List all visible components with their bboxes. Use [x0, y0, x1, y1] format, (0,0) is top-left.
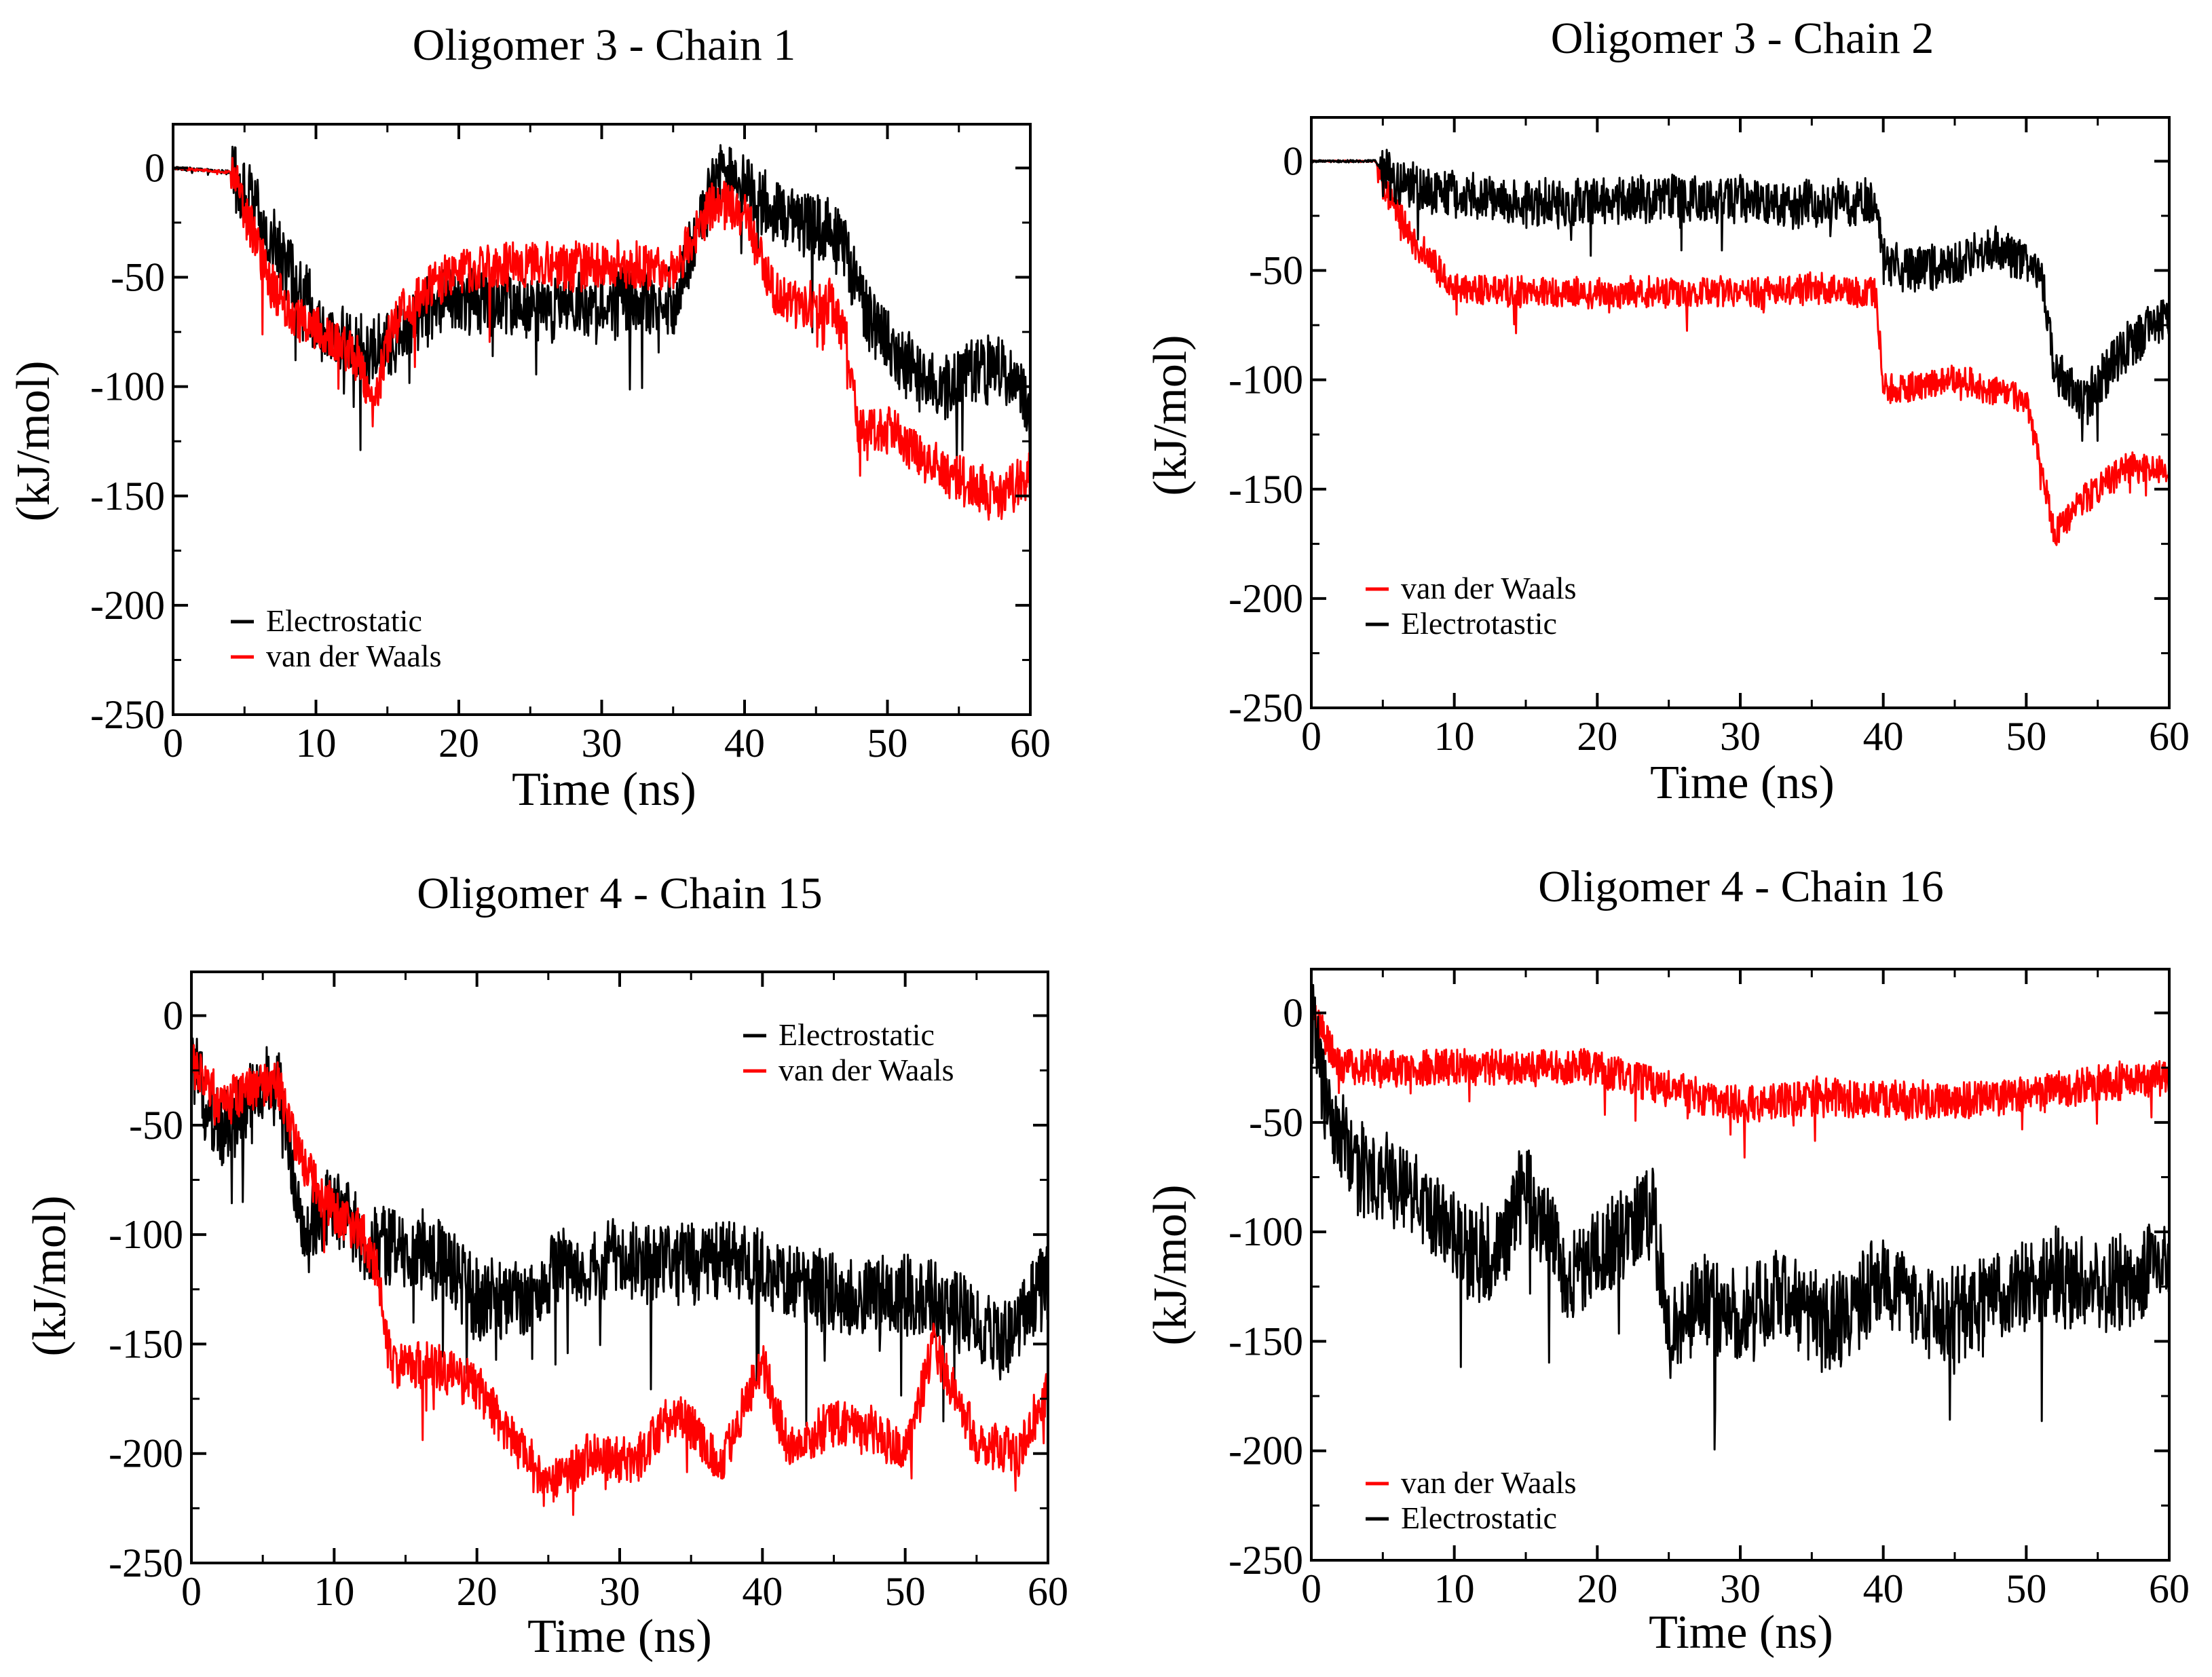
- y-tick-label: 0: [1283, 138, 1303, 183]
- x-axis-label: Time (ns): [1649, 1606, 1833, 1659]
- y-tick-label: -150: [109, 1321, 183, 1366]
- y-tick-label: -100: [1229, 358, 1303, 402]
- y-axis-label: (kJ/mol): [1144, 1184, 1197, 1345]
- x-tick-label: 50: [867, 721, 908, 766]
- x-axis-label: Time (ns): [1650, 757, 1835, 809]
- chart-title: Oligomer 4 - Chain 16: [1538, 862, 1944, 911]
- legend-label: Electrotastic: [1401, 606, 1557, 641]
- x-tick-label: 20: [438, 721, 479, 766]
- series-line-electrostatic: [191, 1036, 1048, 1427]
- y-tick-label: -200: [1229, 576, 1303, 621]
- y-tick-label: -50: [129, 1103, 183, 1148]
- y-tick-label: 0: [145, 145, 165, 190]
- y-tick-label: 0: [163, 994, 183, 1038]
- x-tick-label: 10: [314, 1569, 354, 1614]
- chart-panel-oligomer4-chain16: Oligomer 4 - Chain 16 Time (ns) (kJ/mol)…: [1144, 862, 2190, 1659]
- chart-panel-oligomer3-chain1: Oligomer 3 - Chain 1 Time (ns) (kJ/mol) …: [7, 20, 1051, 816]
- x-tick-label: 30: [599, 1569, 640, 1614]
- legend-label: van der Waals: [1401, 571, 1577, 605]
- x-tick-label: 10: [1434, 1566, 1475, 1611]
- y-tick-label: -250: [1229, 685, 1303, 730]
- x-tick-label: 40: [1863, 714, 1904, 759]
- chart-panel-oligomer4-chain15: Oligomer 4 - Chain 15 Time (ns) (kJ/mol)…: [24, 869, 1068, 1663]
- chart-panel-oligomer3-chain2: Oligomer 3 - Chain 2 Time (ns) (kJ/mol) …: [1144, 14, 2190, 809]
- y-tick-label: -250: [90, 692, 165, 737]
- x-tick-label: 10: [1434, 714, 1475, 759]
- y-axis-label: (kJ/mol): [7, 360, 60, 521]
- y-tick-label: -250: [109, 1541, 183, 1585]
- x-tick-label: 50: [885, 1569, 926, 1614]
- series-line-electrostatic: [1311, 983, 2169, 1451]
- y-axis-label: (kJ/mol): [24, 1195, 76, 1356]
- y-tick-label: -50: [1249, 248, 1303, 293]
- y-tick-label: -50: [1249, 1100, 1303, 1145]
- x-tick-label: 0: [1301, 1566, 1321, 1611]
- y-tick-label: -250: [1229, 1538, 1303, 1583]
- x-tick-label: 60: [2149, 714, 2190, 759]
- x-tick-label: 20: [457, 1569, 498, 1614]
- x-tick-label: 0: [1301, 714, 1321, 759]
- y-tick-label: -100: [90, 364, 165, 409]
- x-tick-label: 20: [1577, 1566, 1617, 1611]
- y-tick-label: -100: [1229, 1209, 1303, 1254]
- y-tick-label: -150: [90, 474, 165, 519]
- y-tick-label: -150: [1229, 467, 1303, 512]
- x-tick-label: 50: [2006, 714, 2046, 759]
- series-line-electrotastic: [1311, 149, 2169, 442]
- x-tick-label: 60: [1028, 1569, 1068, 1614]
- y-tick-label: -200: [1229, 1429, 1303, 1473]
- legend-label: van der Waals: [266, 639, 442, 673]
- y-tick-label: -150: [1229, 1319, 1303, 1363]
- x-tick-label: 40: [742, 1569, 783, 1614]
- legend-label: Electrostatic: [779, 1017, 935, 1052]
- series-line-van-der-waals: [1311, 1004, 2169, 1159]
- x-tick-label: 20: [1577, 714, 1617, 759]
- x-tick-label: 60: [1010, 721, 1051, 766]
- chart-title: Oligomer 3 - Chain 2: [1551, 14, 1934, 63]
- x-tick-label: 10: [296, 721, 337, 766]
- x-tick-label: 30: [1720, 1566, 1761, 1611]
- y-tick-label: -50: [111, 255, 165, 300]
- x-axis-label: Time (ns): [527, 1610, 712, 1663]
- series-line-van-der-waals: [173, 157, 1030, 521]
- x-tick-label: 30: [1720, 714, 1761, 759]
- x-tick-label: 40: [1863, 1566, 1904, 1611]
- y-tick-label: -200: [90, 583, 165, 628]
- x-tick-label: 0: [181, 1569, 202, 1614]
- x-tick-label: 50: [2006, 1566, 2046, 1611]
- x-tick-label: 40: [724, 721, 765, 766]
- y-tick-label: 0: [1283, 991, 1303, 1036]
- x-tick-label: 60: [2149, 1566, 2190, 1611]
- series-line-van-der-waals: [1311, 159, 2169, 546]
- legend-label: van der Waals: [1401, 1465, 1577, 1500]
- legend-label: Electrostatic: [266, 603, 422, 638]
- y-tick-label: -200: [109, 1431, 183, 1476]
- chart-title: Oligomer 3 - Chain 1: [413, 20, 796, 70]
- legend-label: van der Waals: [779, 1053, 954, 1087]
- y-tick-label: -100: [109, 1212, 183, 1257]
- x-axis-label: Time (ns): [512, 764, 696, 816]
- chart-title: Oligomer 4 - Chain 15: [417, 869, 823, 918]
- x-tick-label: 30: [582, 721, 622, 766]
- legend-label: Electrostatic: [1401, 1501, 1557, 1535]
- x-tick-label: 0: [163, 721, 183, 766]
- series-line-van-der-waals: [191, 1044, 1048, 1516]
- y-axis-label: (kJ/mol): [1144, 335, 1197, 495]
